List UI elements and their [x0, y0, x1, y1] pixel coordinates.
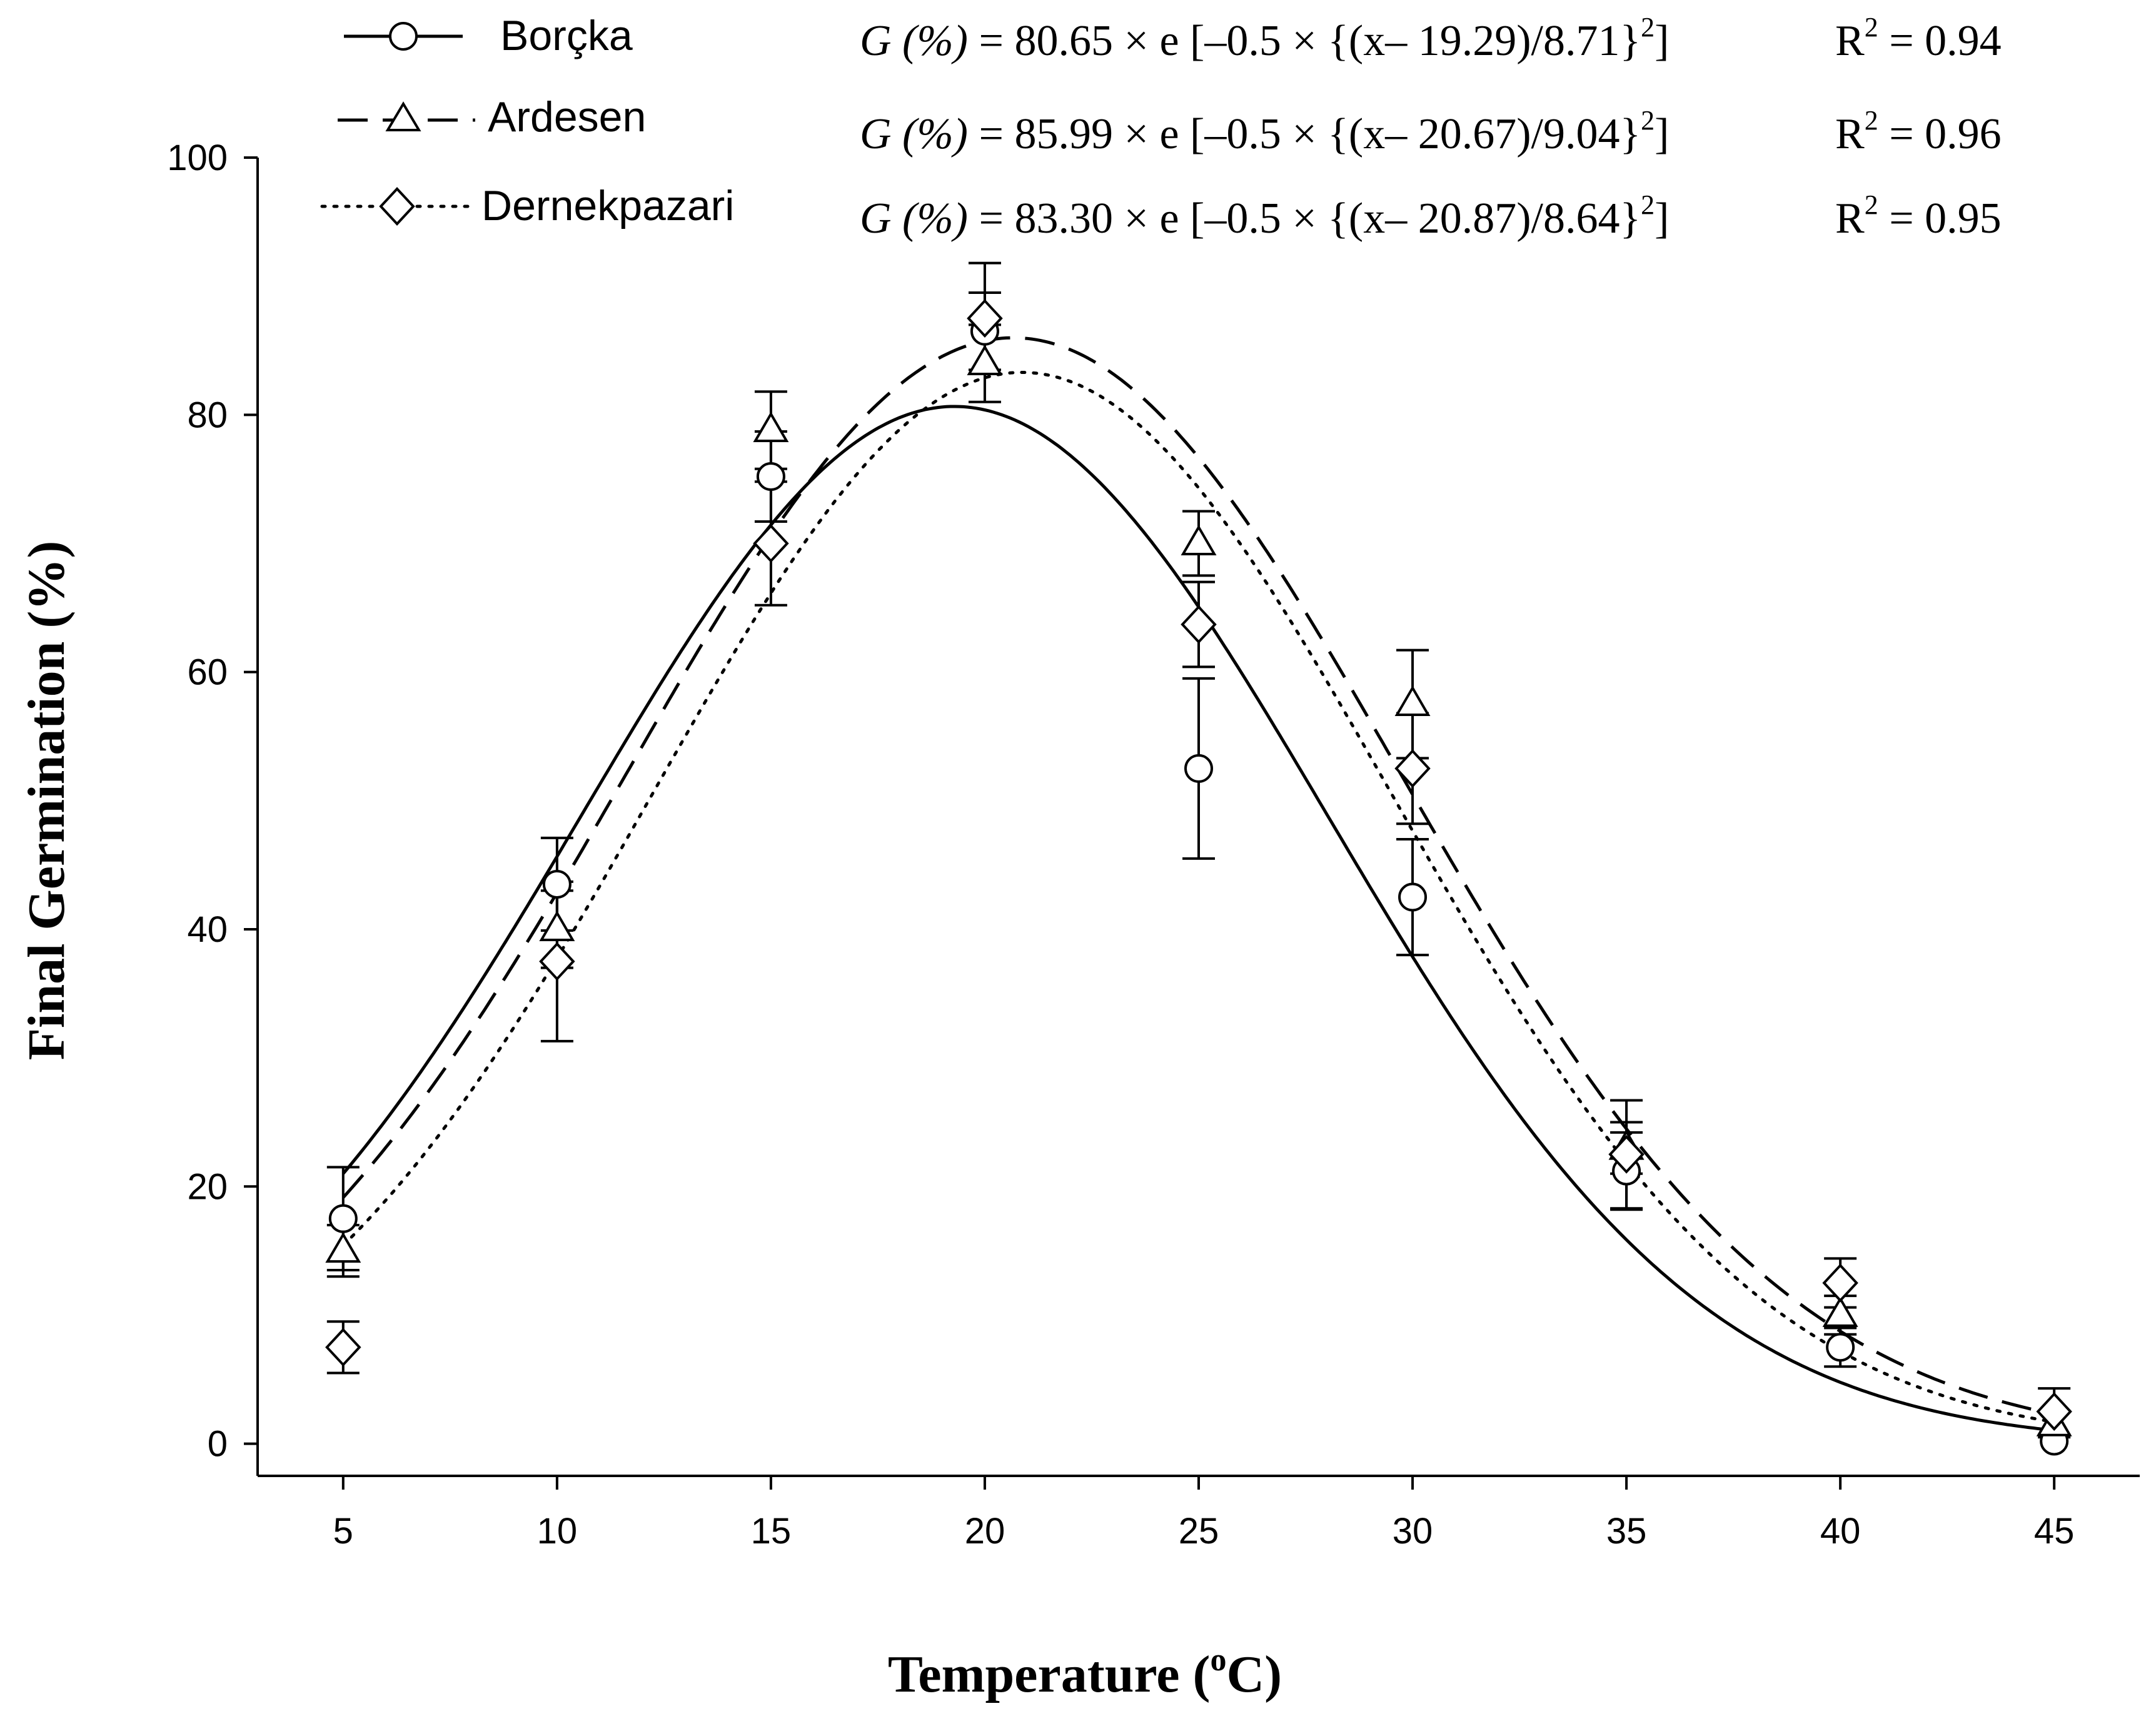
equation-dernekpazari: G (%) = 83.30 × e [–0.5 × {(x– 20.87)/8.…	[860, 189, 1669, 243]
data-point-circle	[328, 1204, 358, 1233]
data-point-diamond	[1822, 1263, 1858, 1303]
data-point-circle	[756, 462, 785, 492]
equation-borcka: G (%) = 80.65 × e [–0.5 × {(x– 19.29)/8.…	[860, 12, 1669, 65]
x-tick-label: 25	[1179, 1511, 1219, 1552]
data-point-diamond	[2036, 1392, 2072, 1431]
equation-ardesen: G (%) = 85.99 × e [–0.5 × {(x– 20.67)/9.…	[860, 105, 1669, 158]
fit-curve-dernekpazari	[341, 371, 2056, 1424]
fit-curve-ardesen	[341, 336, 2055, 1416]
data-point-triangle	[325, 1232, 361, 1263]
x-tick-label: 20	[965, 1511, 1005, 1552]
data-point-diamond	[967, 299, 1003, 338]
data-point-diamond	[539, 942, 575, 981]
y-tick-label: 100	[167, 138, 228, 178]
x-tick-label: 30	[1393, 1511, 1433, 1552]
data-point-triangle	[967, 345, 1003, 376]
x-tick-label: 35	[1606, 1511, 1647, 1552]
data-point-circle	[542, 869, 572, 899]
y-tick-label: 60	[187, 652, 228, 693]
diamond-marker-icon	[379, 187, 415, 226]
x-tick-label: 5	[333, 1511, 353, 1552]
x-axis-title: Temperature (oC)	[888, 1642, 1282, 1703]
data-point-triangle	[1394, 685, 1431, 717]
legend-label-dernekpazari: Dernekpazari	[481, 182, 734, 230]
data-point-triangle	[753, 411, 789, 442]
equations: G (%) = 80.65 × e [–0.5 × {(x– 19.29)/8.…	[860, 12, 2002, 243]
legend-item-ardesen: Ardesen	[338, 93, 646, 141]
y-tick-label: 80	[187, 395, 228, 435]
axes: 5 10 15 20 25 30 35 40 45 0 20 40 60 80 100	[167, 138, 2140, 1552]
data-points	[325, 261, 2072, 1456]
data-point-circle	[1826, 1333, 1855, 1362]
legend-item-dernekpazari: Dernekpazari	[320, 182, 734, 230]
data-point-diamond	[1394, 749, 1431, 788]
data-point-triangle	[1181, 524, 1217, 555]
data-point-diamond	[753, 524, 789, 563]
legend: Borçka Ardesen Dernekpazari	[320, 12, 734, 230]
data-point-diamond	[1608, 1134, 1645, 1174]
y-axis-title: Final Germination (%)	[18, 541, 76, 1061]
data-point-diamond	[1181, 605, 1217, 644]
data-point-diamond	[325, 1328, 361, 1367]
x-tick-label: 45	[2034, 1511, 2075, 1552]
r2-dernekpazari: R2 = 0.95	[1835, 189, 2002, 243]
data-point-triangle	[539, 910, 575, 941]
legend-item-borcka: Borçka	[344, 12, 633, 59]
y-tick-label: 0	[208, 1424, 228, 1465]
y-tick-label: 20	[187, 1166, 228, 1207]
triangle-marker-icon	[385, 101, 421, 131]
data-point-circle	[1184, 754, 1213, 783]
fit-curves	[341, 336, 2056, 1432]
x-tick-label: 40	[1820, 1511, 1861, 1552]
circle-marker-icon	[389, 22, 418, 51]
r2-ardesen: R2 = 0.96	[1835, 105, 2002, 158]
r2-borcka: R2 = 0.94	[1835, 12, 2002, 65]
x-tick-label: 10	[537, 1511, 578, 1552]
legend-label-borcka: Borçka	[500, 12, 633, 59]
legend-label-ardesen: Ardesen	[488, 93, 646, 141]
data-point-circle	[1398, 882, 1428, 912]
x-tick-label: 15	[751, 1511, 792, 1552]
y-tick-label: 40	[187, 909, 228, 950]
data-point-triangle	[1822, 1296, 1858, 1327]
